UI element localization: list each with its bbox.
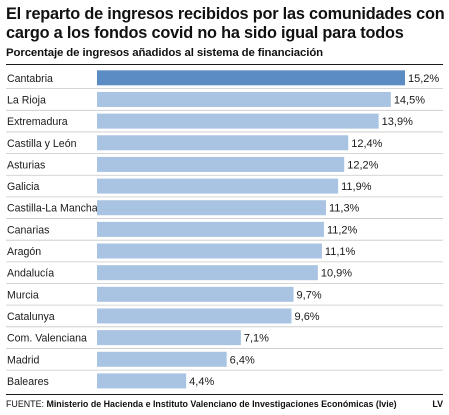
category-label: Cantabria <box>7 73 53 85</box>
bottom-rule <box>6 394 443 395</box>
chart-title: El reparto de ingresos recibidos por las… <box>6 5 445 42</box>
value-label: 12,4% <box>351 138 382 150</box>
bar-asturias <box>97 156 345 172</box>
value-label: 14,5% <box>394 94 425 106</box>
category-label: La Rioja <box>7 94 46 106</box>
bar-baleares <box>97 373 187 389</box>
category-label: Catalunya <box>7 311 55 323</box>
value-label: 6,4% <box>230 354 255 366</box>
value-label: 9,6% <box>295 311 320 323</box>
bar-chart: Cantabria 15,2% La Rioja 14,5% Extremadura 13… <box>6 70 443 389</box>
value-label: 11,9% <box>341 181 372 193</box>
bar-la-rioja <box>97 91 391 107</box>
category-label: Baleares <box>7 376 49 388</box>
category-label: Castilla y León <box>7 138 77 150</box>
chart-subtitle: Porcentaje de ingresos añadidos al siste… <box>6 47 324 59</box>
footer: FUENTE: Ministerio de Hacienda e Institu… <box>6 399 443 409</box>
top-rule <box>6 64 443 65</box>
bar-cantabria <box>97 70 405 86</box>
bar-canarias <box>97 221 324 237</box>
bar-catalunya <box>97 308 292 324</box>
category-label: Madrid <box>7 354 39 366</box>
bar-madrid <box>97 351 227 367</box>
value-label: 13,9% <box>382 116 413 128</box>
value-label: 7,1% <box>244 333 269 345</box>
category-label: Extremadura <box>7 116 68 128</box>
value-label: 10,9% <box>321 268 352 280</box>
bar-galicia <box>97 178 339 194</box>
category-label: Galicia <box>7 181 39 193</box>
category-label: Andalucía <box>7 268 54 280</box>
value-label: 11,1% <box>325 246 356 258</box>
bar-castilla-y-león <box>97 135 349 151</box>
category-label: Com. Valenciana <box>7 333 87 345</box>
credit: LV <box>432 399 443 409</box>
value-label: 4,4% <box>189 376 214 388</box>
bar-aragón <box>97 243 322 259</box>
category-label: Canarias <box>7 224 49 236</box>
category-label: Murcia <box>7 289 39 301</box>
value-label: 12,2% <box>347 159 378 171</box>
category-label: Asturias <box>7 159 45 171</box>
bar-com-valenciana <box>97 330 241 346</box>
value-label: 15,2% <box>408 73 439 85</box>
bar-murcia <box>97 286 294 302</box>
value-label: 11,2% <box>327 224 358 236</box>
bar-extremadura <box>97 113 379 129</box>
value-label: 11,3% <box>329 203 360 215</box>
bar-castilla-la-mancha <box>97 200 326 216</box>
value-label: 9,7% <box>297 289 322 301</box>
category-label: Aragón <box>7 246 41 258</box>
category-label: Castilla-La Mancha <box>7 203 98 215</box>
bar-andalucía <box>97 265 318 281</box>
source-text: Ministerio de Hacienda e Instituto Valen… <box>46 399 397 409</box>
source-label: FUENTE: <box>6 399 44 409</box>
